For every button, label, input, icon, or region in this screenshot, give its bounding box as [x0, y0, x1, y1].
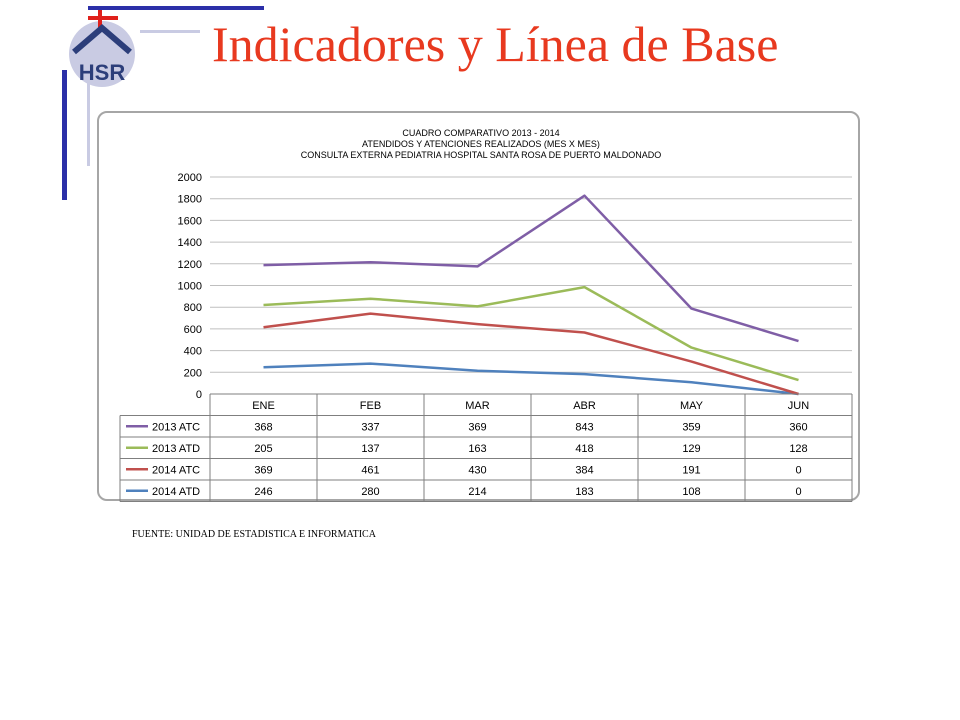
series-line-2014-atd	[263, 362, 799, 396]
table-cell-value: 369	[468, 421, 486, 433]
y-tick-label: 600	[184, 324, 202, 336]
accent-bar-left	[62, 70, 67, 200]
series-line-2013-atc	[263, 194, 799, 343]
y-tick-label: 1800	[178, 194, 202, 206]
table-cell-value: 214	[468, 486, 486, 498]
logo-cross-horizontal	[88, 16, 118, 20]
table-cell-value: 384	[575, 464, 593, 476]
table-cell-value: 359	[682, 421, 700, 433]
chart-title-line: CUADRO COMPARATIVO 2013 - 2014	[402, 128, 559, 138]
hospital-logo: HSR	[69, 10, 135, 87]
y-tick-label: 1000	[178, 281, 202, 293]
series-line-2014-atc	[263, 312, 799, 396]
table-cell-value: 163	[468, 443, 486, 455]
table-cell-value: 246	[254, 486, 272, 498]
legend-label: 2014 ATC	[152, 464, 200, 476]
table-cell-value: 843	[575, 421, 593, 433]
table-cell-value: 128	[789, 443, 807, 455]
x-category-label: FEB	[360, 400, 381, 412]
table-cell-value: 280	[361, 486, 379, 498]
legend-label: 2013 ATD	[152, 443, 200, 455]
chart-title-line: ATENDIDOS Y ATENCIONES REALIZADOS (MES X…	[362, 139, 600, 149]
table-cell-value: 129	[682, 443, 700, 455]
line-chart: CUADRO COMPARATIVO 2013 - 2014ATENDIDOS …	[119, 128, 853, 502]
source-note: FUENTE: UNIDAD DE ESTADISTICA E INFORMAT…	[132, 529, 376, 540]
legend-label: 2013 ATC	[152, 421, 200, 433]
logo-roof	[72, 24, 132, 55]
accent-bar-left-light	[87, 80, 90, 166]
table-cell-value: 369	[254, 464, 272, 476]
y-tick-label: 1200	[178, 259, 202, 271]
table-cell-value: 183	[575, 486, 593, 498]
table-cell-value: 368	[254, 421, 272, 433]
logo-text: HSR	[79, 60, 126, 85]
y-tick-label: 400	[184, 346, 202, 358]
accent-bar-top-light	[140, 30, 200, 33]
x-category-label: MAY	[680, 400, 704, 412]
y-tick-label: 1400	[178, 237, 202, 249]
y-tick-label: 1600	[178, 215, 202, 227]
legend-label: 2014 ATD	[152, 486, 200, 498]
y-tick-label: 2000	[178, 172, 202, 184]
x-category-label: MAR	[465, 400, 490, 412]
table-cell-value: 0	[795, 464, 801, 476]
table-cell-value: 108	[682, 486, 700, 498]
y-tick-label: 0	[196, 389, 202, 401]
chart-frame: CUADRO COMPARATIVO 2013 - 2014 ATENDIDOS …	[97, 111, 860, 502]
table-cell-value: 337	[361, 421, 379, 433]
table-cell-value: 430	[468, 464, 486, 476]
logo-circle	[69, 21, 135, 87]
table-cell-value: 418	[575, 443, 593, 455]
table-cell-value: 191	[682, 464, 700, 476]
x-category-label: ENE	[252, 400, 275, 412]
x-category-label: ABR	[573, 400, 596, 412]
series-line-2013-atd	[263, 285, 799, 382]
x-category-label: JUN	[788, 400, 809, 412]
table-cell-value: 137	[361, 443, 379, 455]
y-tick-label: 200	[184, 367, 202, 379]
table-cell-value: 360	[789, 421, 807, 433]
table-cell-value: 461	[361, 464, 379, 476]
table-cell-value: 0	[795, 486, 801, 498]
chart-title-line: CONSULTA EXTERNA PEDIATRIA HOSPITAL SANT…	[301, 150, 662, 160]
table-cell-value: 205	[254, 443, 272, 455]
page-title: Indicadores y Línea de Base	[212, 16, 779, 72]
accent-bar-top	[88, 6, 264, 10]
y-tick-label: 800	[184, 302, 202, 314]
